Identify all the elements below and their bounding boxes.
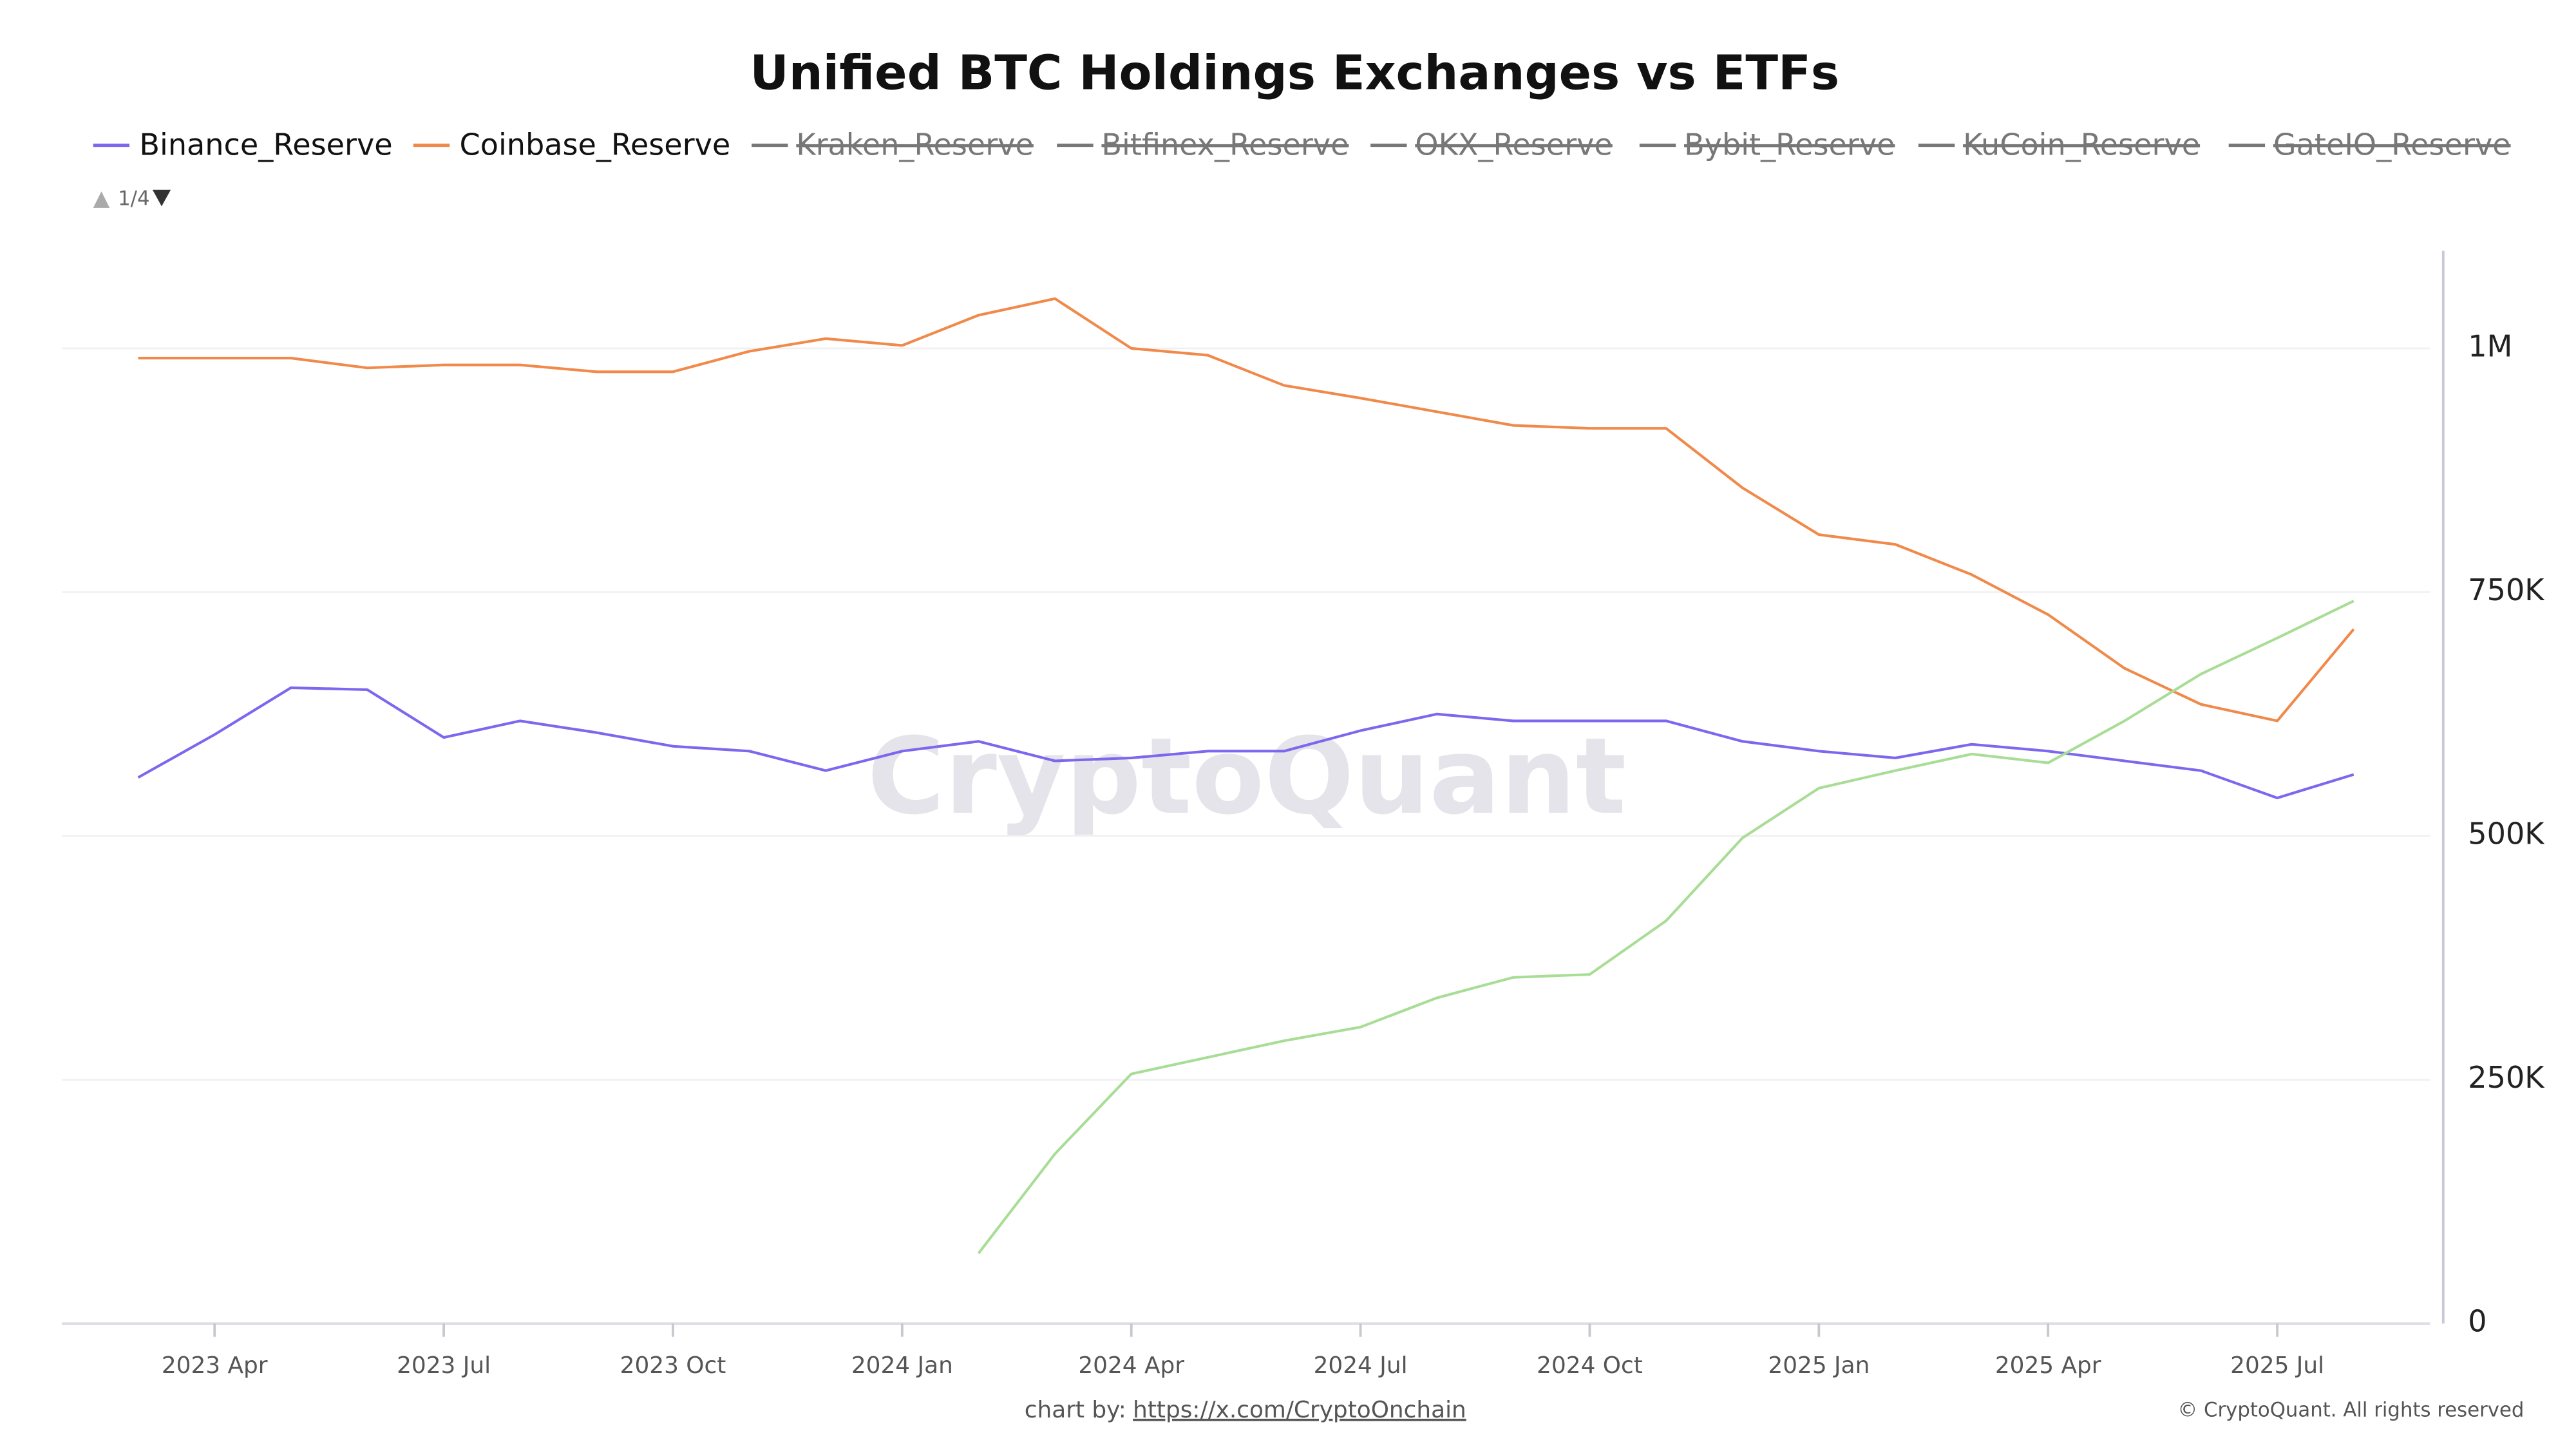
legend-page-down[interactable] bbox=[152, 189, 171, 207]
x-tick-label: 2025 Apr bbox=[1995, 1352, 2101, 1379]
series-line bbox=[977, 600, 2354, 1255]
y-tick-label: 1M bbox=[2468, 328, 2512, 363]
x-tick-label: 2023 Apr bbox=[162, 1352, 268, 1379]
y-tick-label: 0 bbox=[2468, 1304, 2486, 1339]
x-tick-label: 2024 Jan bbox=[851, 1352, 953, 1379]
legend-page: 1/4 bbox=[118, 187, 150, 211]
x-tick-label: 2023 Jul bbox=[397, 1352, 491, 1379]
credit-link[interactable]: https://x.com/CryptoOnchain bbox=[1133, 1397, 1466, 1423]
y-tick-label: 500K bbox=[2468, 817, 2545, 851]
legend-label-inactive[interactable]: Bybit_Reserve bbox=[1684, 128, 1895, 162]
legend-page-up[interactable] bbox=[93, 191, 110, 208]
x-tick-label: 2025 Jan bbox=[1768, 1352, 1870, 1379]
series-line bbox=[137, 686, 2354, 800]
x-tick-label: 2024 Apr bbox=[1078, 1352, 1184, 1379]
legend-label-inactive[interactable]: Kraken_Reserve bbox=[796, 128, 1034, 162]
legend-label-inactive[interactable]: KuCoin_Reserve bbox=[1963, 128, 2200, 162]
legend-label-inactive[interactable]: GateIO_Reserve bbox=[2273, 128, 2511, 162]
watermark: CryptoQuant bbox=[867, 715, 1627, 838]
y-tick-label: 250K bbox=[2468, 1060, 2545, 1095]
x-tick-label: 2024 Oct bbox=[1537, 1352, 1643, 1379]
x-tick-label: 2023 Oct bbox=[620, 1352, 726, 1379]
x-tick-label: 2025 Jul bbox=[2230, 1352, 2324, 1379]
credit-prefix: chart by: bbox=[1025, 1397, 1126, 1423]
legend-label[interactable]: Binance_Reserve bbox=[139, 128, 392, 162]
legend-label-inactive[interactable]: OKX_Reserve bbox=[1415, 128, 1613, 162]
x-tick-label: 2024 Jul bbox=[1314, 1352, 1408, 1379]
series-line bbox=[138, 297, 2355, 723]
chart-title: Unified BTC Holdings Exchanges vs ETFs bbox=[750, 44, 1839, 100]
y-tick-label: 750K bbox=[2468, 573, 2545, 607]
legend-label-inactive[interactable]: Bitfinex_Reserve bbox=[1101, 128, 1349, 162]
copyright: © CryptoQuant. All rights reserved bbox=[2178, 1399, 2524, 1422]
legend-label[interactable]: Coinbase_Reserve bbox=[460, 128, 731, 162]
